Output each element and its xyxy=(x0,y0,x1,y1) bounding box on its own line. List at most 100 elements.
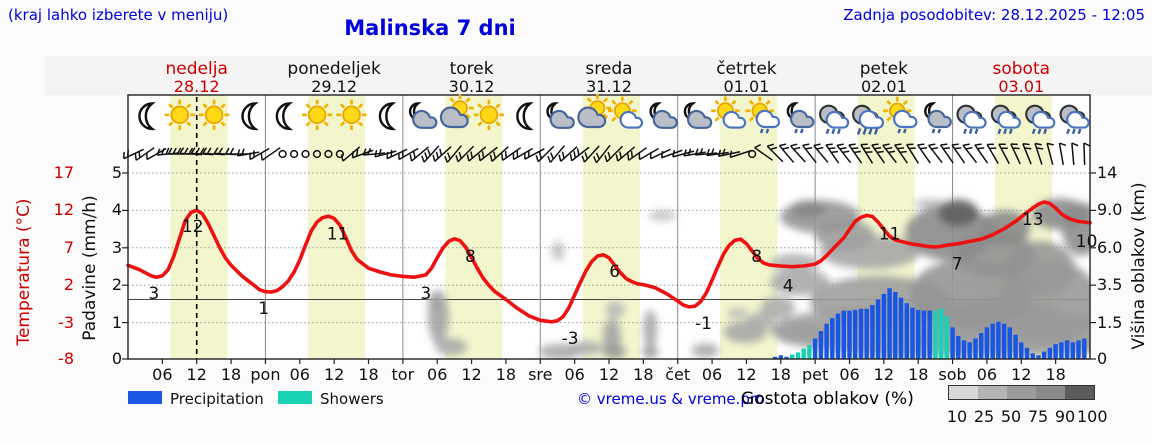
temp-tick-label: 2 xyxy=(63,275,74,295)
time-tick-label: 12 xyxy=(1011,365,1032,384)
precip-bar xyxy=(1047,347,1053,359)
weather-icon xyxy=(1059,104,1090,135)
weather-icon xyxy=(1025,104,1056,135)
calm-wind-icon xyxy=(301,149,310,159)
cloud-icon xyxy=(549,109,575,129)
showers-legend-swatch xyxy=(278,391,312,404)
daylight-band xyxy=(445,95,503,359)
precipitation-legend-swatch xyxy=(128,391,162,404)
rain-icon xyxy=(897,128,907,134)
time-tick-label: 06 xyxy=(976,365,998,384)
day-date: 02.01 xyxy=(860,77,907,96)
day-name: petek xyxy=(859,59,908,79)
calm-wind-icon xyxy=(278,149,287,159)
cloud-icon xyxy=(652,109,678,129)
weather-icon xyxy=(852,104,884,135)
wind-barb-icon xyxy=(1034,142,1044,165)
rain-icon xyxy=(825,128,841,135)
weather-icon xyxy=(608,96,643,129)
weather-icon xyxy=(786,102,815,134)
wind-barb-icon xyxy=(386,148,408,160)
precip-bar xyxy=(1064,340,1070,359)
precip-bar xyxy=(910,307,915,359)
moon-icon xyxy=(275,102,294,131)
precip-bar xyxy=(784,356,789,359)
shower-bar xyxy=(795,352,801,359)
moon-icon xyxy=(516,102,534,131)
cloud-height-tick-label: 0 xyxy=(1097,349,1108,368)
showers-legend-label: Showers xyxy=(320,390,384,408)
wind-barb-icon xyxy=(535,145,555,163)
weather-icon xyxy=(649,102,678,129)
day-name: nedelja xyxy=(165,59,228,79)
wind-barb-icon xyxy=(466,146,487,162)
menu-hint-text: (kraj lahko izberete v meniju) xyxy=(8,6,229,24)
wind-barb-icon xyxy=(260,147,281,161)
time-tick-label: 12 xyxy=(598,365,620,384)
temp-value-label: 8 xyxy=(465,247,476,267)
weather-icon xyxy=(408,102,438,129)
precip-bar xyxy=(772,356,778,359)
temp-tick-label: 7 xyxy=(63,237,74,257)
rain-icon xyxy=(794,128,804,134)
day-date: 28.12 xyxy=(173,77,220,96)
precip-bar xyxy=(1076,340,1081,359)
day-date: 03.01 xyxy=(998,77,1045,96)
cloud-height-tick-label: 3.5 xyxy=(1097,275,1123,295)
wind-barb-icon xyxy=(374,148,397,158)
wind-barb-icon xyxy=(362,148,386,156)
precip-tick-label: 2 xyxy=(111,275,122,295)
wind-barb-icon xyxy=(1046,142,1054,165)
precip-bar xyxy=(990,323,995,359)
precip-bar xyxy=(1036,355,1041,359)
wind-barb-icon xyxy=(1022,143,1032,165)
temp-value-label: 7 xyxy=(952,254,963,274)
sun-icon xyxy=(198,99,230,130)
temp-value-label: 3 xyxy=(148,284,159,304)
precip-bar xyxy=(853,309,858,359)
weather-icon xyxy=(241,102,259,131)
temp-value-label: 11 xyxy=(327,225,349,245)
precip-bar xyxy=(881,293,887,359)
wind-barb-icon xyxy=(398,147,419,161)
precip-bar xyxy=(898,297,904,359)
cloud-icon xyxy=(412,109,438,129)
cloud-density-tick: 50 xyxy=(1000,407,1022,426)
weather-icon xyxy=(336,99,367,130)
rain-icon xyxy=(856,127,879,135)
wind-barb-icon xyxy=(836,143,852,164)
day-name: sobota xyxy=(992,59,1051,79)
weather-icon xyxy=(138,102,156,131)
cloud-density-tick: 25 xyxy=(973,407,995,426)
wind-barb-icon xyxy=(524,148,545,160)
precip-bar xyxy=(1053,344,1058,359)
time-tick-label: 06 xyxy=(427,365,448,384)
wind-barb-icon xyxy=(236,148,260,157)
wind-barb-icon xyxy=(871,143,886,164)
wind-barb-icon xyxy=(974,143,989,164)
temp-tick-label: 12 xyxy=(53,200,74,220)
temp-value-label: 13 xyxy=(1022,210,1044,230)
cloud-icon xyxy=(963,110,987,129)
precip-bar xyxy=(812,338,818,359)
temp-tick-label: 17 xyxy=(53,163,74,182)
precip-bar xyxy=(835,313,841,359)
temp-value-label: 4 xyxy=(783,277,794,297)
rain-icon xyxy=(759,128,770,134)
precip-bar xyxy=(1001,323,1007,359)
wind-barb-icon xyxy=(790,143,806,163)
wind-barb-icon xyxy=(951,143,966,164)
weather-icons-row xyxy=(138,94,1090,135)
wind-barb-icon xyxy=(802,143,817,164)
wind-barb-icon xyxy=(729,149,752,159)
temp-value-label: -1 xyxy=(695,314,712,334)
rain-icon xyxy=(1031,128,1048,135)
cloud-icon xyxy=(893,109,918,129)
wind-barb-icon xyxy=(501,147,522,161)
day-name: četrtek xyxy=(716,59,777,79)
wind-barb-icon xyxy=(766,143,784,163)
time-tick-label: 06 xyxy=(289,365,310,384)
time-tick-label: 12 xyxy=(873,365,895,384)
